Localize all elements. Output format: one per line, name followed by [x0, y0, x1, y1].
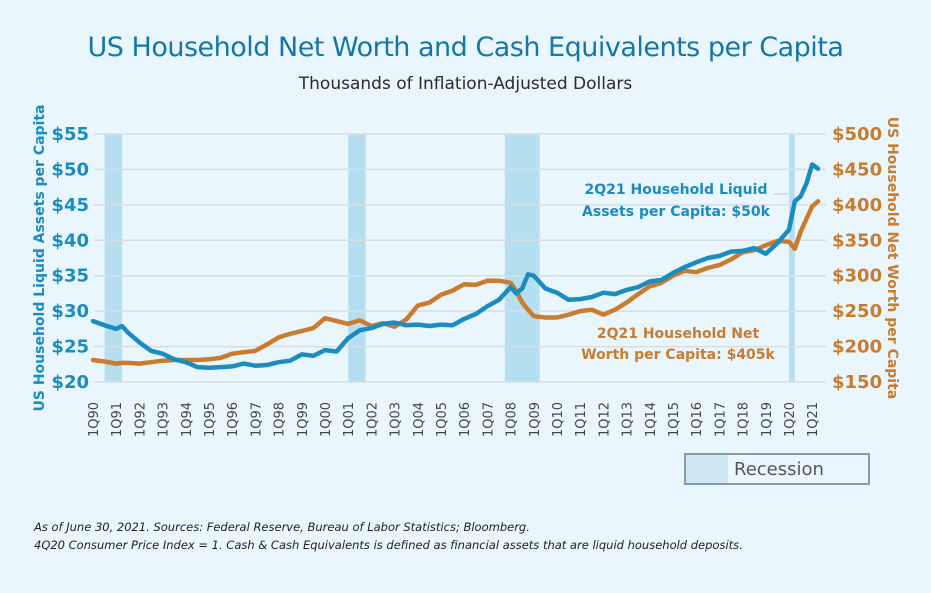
recession-band: [504, 134, 540, 382]
y-left-tick-label: $40: [51, 230, 89, 251]
x-tick-label: 1Q15: [667, 402, 682, 437]
y-axis-left-ticks: $20 $25 $30 $35 $40 $45 $50 $55: [51, 124, 89, 393]
legend-recession-label: Recession: [734, 459, 824, 480]
x-tick-label: 1Q17: [713, 402, 728, 437]
x-tick-label: 1Q94: [180, 402, 195, 437]
recession-band: [348, 134, 366, 382]
x-tick-label: 1Q95: [203, 402, 218, 437]
y-left-tick-label: $50: [51, 159, 89, 180]
y-axis-right-ticks: $150 $200 $250 $300 $350 $400 $450 $500: [832, 124, 882, 393]
annotation-liquid-line2: Assets per Capita: $50k: [582, 204, 771, 220]
x-tick-label: 1Q16: [690, 402, 705, 437]
x-tick-label: 1Q20: [783, 402, 798, 437]
x-tick-label: 1Q18: [737, 402, 752, 437]
x-axis-ticks: 1Q90 1Q91 1Q92 1Q93 1Q94 1Q95 1Q96 1Q97 1Q98 1Q99…: [87, 402, 821, 437]
x-tick-label: 1Q08: [505, 402, 520, 437]
y-right-tick-label: $350: [832, 230, 882, 251]
y-left-tick-label: $20: [51, 372, 89, 393]
y-right-tick-label: $450: [832, 159, 882, 180]
y-right-tick-label: $150: [832, 372, 882, 393]
x-tick-label: 1Q12: [597, 402, 612, 437]
x-tick-label: 1Q99: [296, 402, 311, 437]
x-tick-label: 1Q07: [481, 402, 496, 437]
y-axis-right-title: US Household Net Worth per Capita: [884, 117, 900, 400]
x-tick-label: 1Q14: [644, 402, 659, 437]
annotation-networth-line1: 2Q21 Household Net: [597, 326, 760, 342]
legend-recession-swatch: [686, 455, 728, 483]
x-tick-label: 1Q03: [389, 402, 404, 437]
x-tick-label: 1Q02: [365, 402, 380, 437]
y-right-tick-label: $200: [832, 337, 882, 358]
x-tick-label: 1Q92: [133, 402, 148, 437]
legend: Recession: [684, 453, 870, 485]
annotation-networth-line2: Worth per Capita: $405k: [581, 347, 775, 363]
x-tick-label: 1Q10: [551, 402, 566, 437]
x-tick-label: 1Q00: [319, 402, 334, 437]
x-tick-label: 1Q13: [621, 402, 636, 437]
annotation-liquid-line1: 2Q21 Household Liquid: [585, 182, 768, 198]
annotation-liquid: 2Q21 Household Liquid Assets per Capita:…: [582, 182, 790, 220]
x-tick-label: 1Q91: [110, 402, 125, 437]
x-tick-label: 1Q06: [458, 402, 473, 437]
y-right-tick-label: $400: [832, 195, 882, 216]
recession-band: [789, 134, 795, 382]
y-left-tick-label: $30: [51, 301, 89, 322]
x-tick-label: 1Q90: [87, 402, 102, 437]
x-tick-label: 1Q96: [226, 402, 241, 437]
x-tick-label: 1Q98: [273, 402, 288, 437]
recession-bands: [104, 134, 795, 382]
y-right-tick-label: $250: [832, 301, 882, 322]
y-left-tick-label: $35: [51, 266, 89, 287]
y-right-tick-label: $500: [832, 124, 882, 145]
x-tick-label: 1Q21: [806, 402, 821, 437]
gridlines: [94, 133, 826, 383]
chart-subtitle: Thousands of Inflation-Adjusted Dollars: [298, 74, 633, 94]
footnotes: As of June 30, 2021. Sources: Federal Re…: [34, 518, 743, 554]
y-right-tick-label: $300: [832, 266, 882, 287]
x-tick-label: 1Q01: [342, 402, 357, 437]
footnote-definition: 4Q20 Consumer Price Index = 1. Cash & Ca…: [34, 538, 743, 552]
series-liquid-assets-line: [90, 162, 821, 371]
series-net-worth-line: [90, 199, 821, 366]
recession-band: [104, 134, 122, 382]
x-tick-label: 1Q11: [574, 402, 589, 437]
chart-title: US Household Net Worth and Cash Equivale…: [87, 32, 844, 63]
series-lines: [90, 162, 821, 371]
x-tick-label: 1Q19: [760, 402, 775, 437]
x-tick-label: 1Q05: [435, 402, 450, 437]
footnote-sources: As of June 30, 2021. Sources: Federal Re…: [34, 520, 530, 534]
annotation-networth: 2Q21 Household Net Worth per Capita: $40…: [581, 326, 775, 363]
x-tick-label: 1Q09: [528, 402, 543, 437]
y-axis-left-title: US Household Liquid Assets per Capita: [32, 104, 48, 411]
y-left-tick-label: $25: [51, 337, 89, 358]
y-left-tick-label: $55: [51, 124, 89, 145]
y-left-tick-label: $45: [51, 195, 89, 216]
x-tick-label: 1Q97: [249, 402, 264, 437]
x-tick-label: 1Q93: [157, 402, 172, 437]
x-tick-label: 1Q04: [412, 402, 427, 437]
